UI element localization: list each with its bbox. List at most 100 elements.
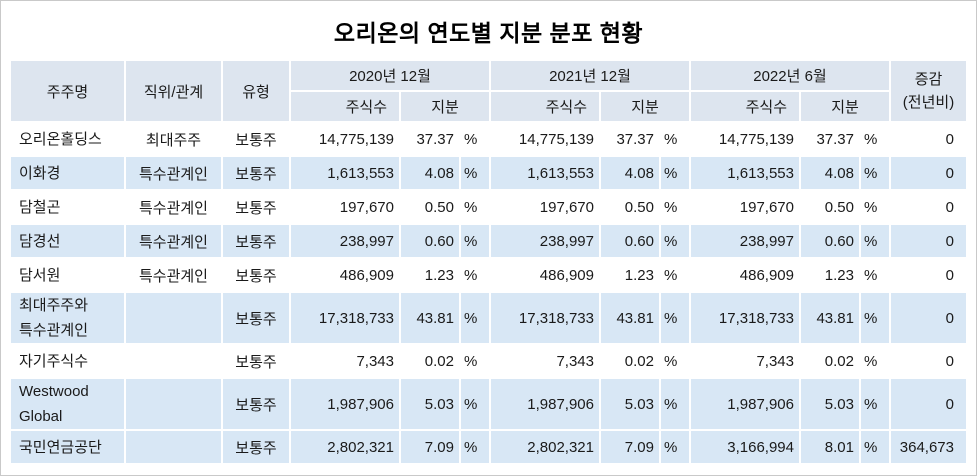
percent-sign-cell: % [659,257,691,293]
shares-cell: 2,802,321 [289,429,401,465]
shares-cell: 486,909 [689,257,801,293]
ratio-cell: 0.02 [599,343,661,379]
shares-cell: 238,997 [689,223,801,259]
shareholder-name-cell: 담서원 [9,257,126,293]
type-cell: 보통주 [221,291,291,345]
shareholder-name-cell: 담경선 [9,223,126,259]
relation-cell: 특수관계인 [124,223,223,259]
shares-cell: 7,343 [289,343,401,379]
change-sublabel: (전년비) [902,94,955,111]
percent-sign-cell: % [659,429,691,465]
change-cell: 364,673 [889,429,968,465]
change-cell: 0 [889,189,968,225]
ratio-cell: 0.50 [599,189,661,225]
shareholder-name-cell: 국민연금공단 [9,429,126,465]
percent-sign-cell: % [659,291,691,345]
change-cell: 0 [889,155,968,191]
ratio-cell: 0.50 [399,189,461,225]
shares-cell: 197,670 [489,189,601,225]
shares-cell: 1,613,553 [489,155,601,191]
table-body: 오리온홀딩스 최대주주 보통주 14,775,139 37.37% 14,775,139 3… [9,121,968,465]
percent-sign-cell: % [659,121,691,157]
relation-cell [124,429,223,465]
shares-cell: 14,775,139 [489,121,601,157]
percent-sign-cell: % [659,343,691,379]
ratio-cell: 0.02 [799,343,861,379]
ratio-cell: 8.01 [799,429,861,465]
shares-cell: 3,166,994 [689,429,801,465]
table-row: 자기주식수 보통주 7,343 0.02% 7,343 0.02% 7,343 0.02% 0 [9,343,968,379]
header-row-subcolumns: 주식수 지분 주식수 지분 주식수 지분 [10,90,967,123]
type-cell: 보통주 [221,343,291,379]
percent-sign-cell: % [859,155,891,191]
shareholding-table: 주주명 직위/관계 유형 2020년 12월 2021년 12월 2022년 6… [9,59,968,465]
shares-cell: 1,613,553 [289,155,401,191]
col-header-change: 증감 (전년비) [889,59,968,123]
col-header-period-2020-12: 2020년 12월 [289,59,491,92]
shares-cell: 238,997 [289,223,401,259]
ratio-cell: 43.81 [599,291,661,345]
ratio-cell: 0.60 [799,223,861,259]
percent-sign-cell: % [859,257,891,293]
percent-sign-cell: % [659,223,691,259]
percent-sign-cell: % [859,223,891,259]
page-title: 오리온의 연도별 지분 분포 현황 [333,20,644,46]
change-cell: 0 [889,223,968,259]
ratio-cell: 1.23 [799,257,861,293]
ratio-cell: 4.08 [799,155,861,191]
change-cell: 0 [889,377,968,431]
relation-cell: 최대주주 [124,121,223,157]
relation-cell [124,377,223,431]
percent-sign-cell: % [459,223,491,259]
relation-cell [124,343,223,379]
percent-sign-cell: % [459,121,491,157]
type-cell: 보통주 [221,377,291,431]
percent-sign-cell: % [459,291,491,345]
col-header-shares-2022: 주식수 [689,90,801,123]
relation-cell: 특수관계인 [124,155,223,191]
col-header-ratio-2022: 지분 [799,90,891,123]
ratio-cell: 37.37 [599,121,661,157]
shares-cell: 197,670 [289,189,401,225]
percent-sign-cell: % [659,377,691,431]
shares-cell: 1,613,553 [689,155,801,191]
percent-sign-cell: % [459,189,491,225]
change-label: 증감 [914,71,943,88]
col-header-relation: 직위/관계 [124,59,223,123]
shares-cell: 1,987,906 [289,377,401,431]
shares-cell: 14,775,139 [689,121,801,157]
shares-cell: 17,318,733 [289,291,401,345]
shares-cell: 17,318,733 [489,291,601,345]
ratio-cell: 4.08 [399,155,461,191]
shares-cell: 238,997 [489,223,601,259]
shares-cell: 17,318,733 [689,291,801,345]
shares-cell: 7,343 [489,343,601,379]
ratio-cell: 0.60 [399,223,461,259]
percent-sign-cell: % [459,429,491,465]
ratio-cell: 1.23 [399,257,461,293]
shares-cell: 7,343 [689,343,801,379]
table-row: 담경선 특수관계인 보통주 238,997 0.60% 238,997 0.60% 238,9… [9,223,968,259]
shareholder-name-cell: 이화경 [9,155,126,191]
percent-sign-cell: % [459,377,491,431]
change-cell: 0 [889,291,968,345]
ratio-cell: 0.02 [399,343,461,379]
table-row: 담철곤 특수관계인 보통주 197,670 0.50% 197,670 0.50% 197,6… [9,189,968,225]
ratio-cell: 43.81 [399,291,461,345]
ratio-cell: 37.37 [799,121,861,157]
percent-sign-cell: % [659,155,691,191]
col-header-ratio-2021: 지분 [599,90,691,123]
ratio-cell: 4.08 [599,155,661,191]
table-row: 최대주주와 특수관계인 보통주 17,318,733 43.81% 17,318,733… [9,291,968,345]
table-row: 오리온홀딩스 최대주주 보통주 14,775,139 37.37% 14,775,139 3… [9,121,968,157]
percent-sign-cell: % [859,429,891,465]
shareholder-name-cell: 자기주식수 [9,343,126,379]
change-cell: 0 [889,121,968,157]
table-header: 주주명 직위/관계 유형 2020년 12월 2021년 12월 2022년 6… [9,59,968,123]
shareholder-name-cell: 오리온홀딩스 [9,121,126,157]
percent-sign-cell: % [859,121,891,157]
percent-sign-cell: % [859,291,891,345]
type-cell: 보통주 [221,189,291,225]
change-cell: 0 [889,343,968,379]
